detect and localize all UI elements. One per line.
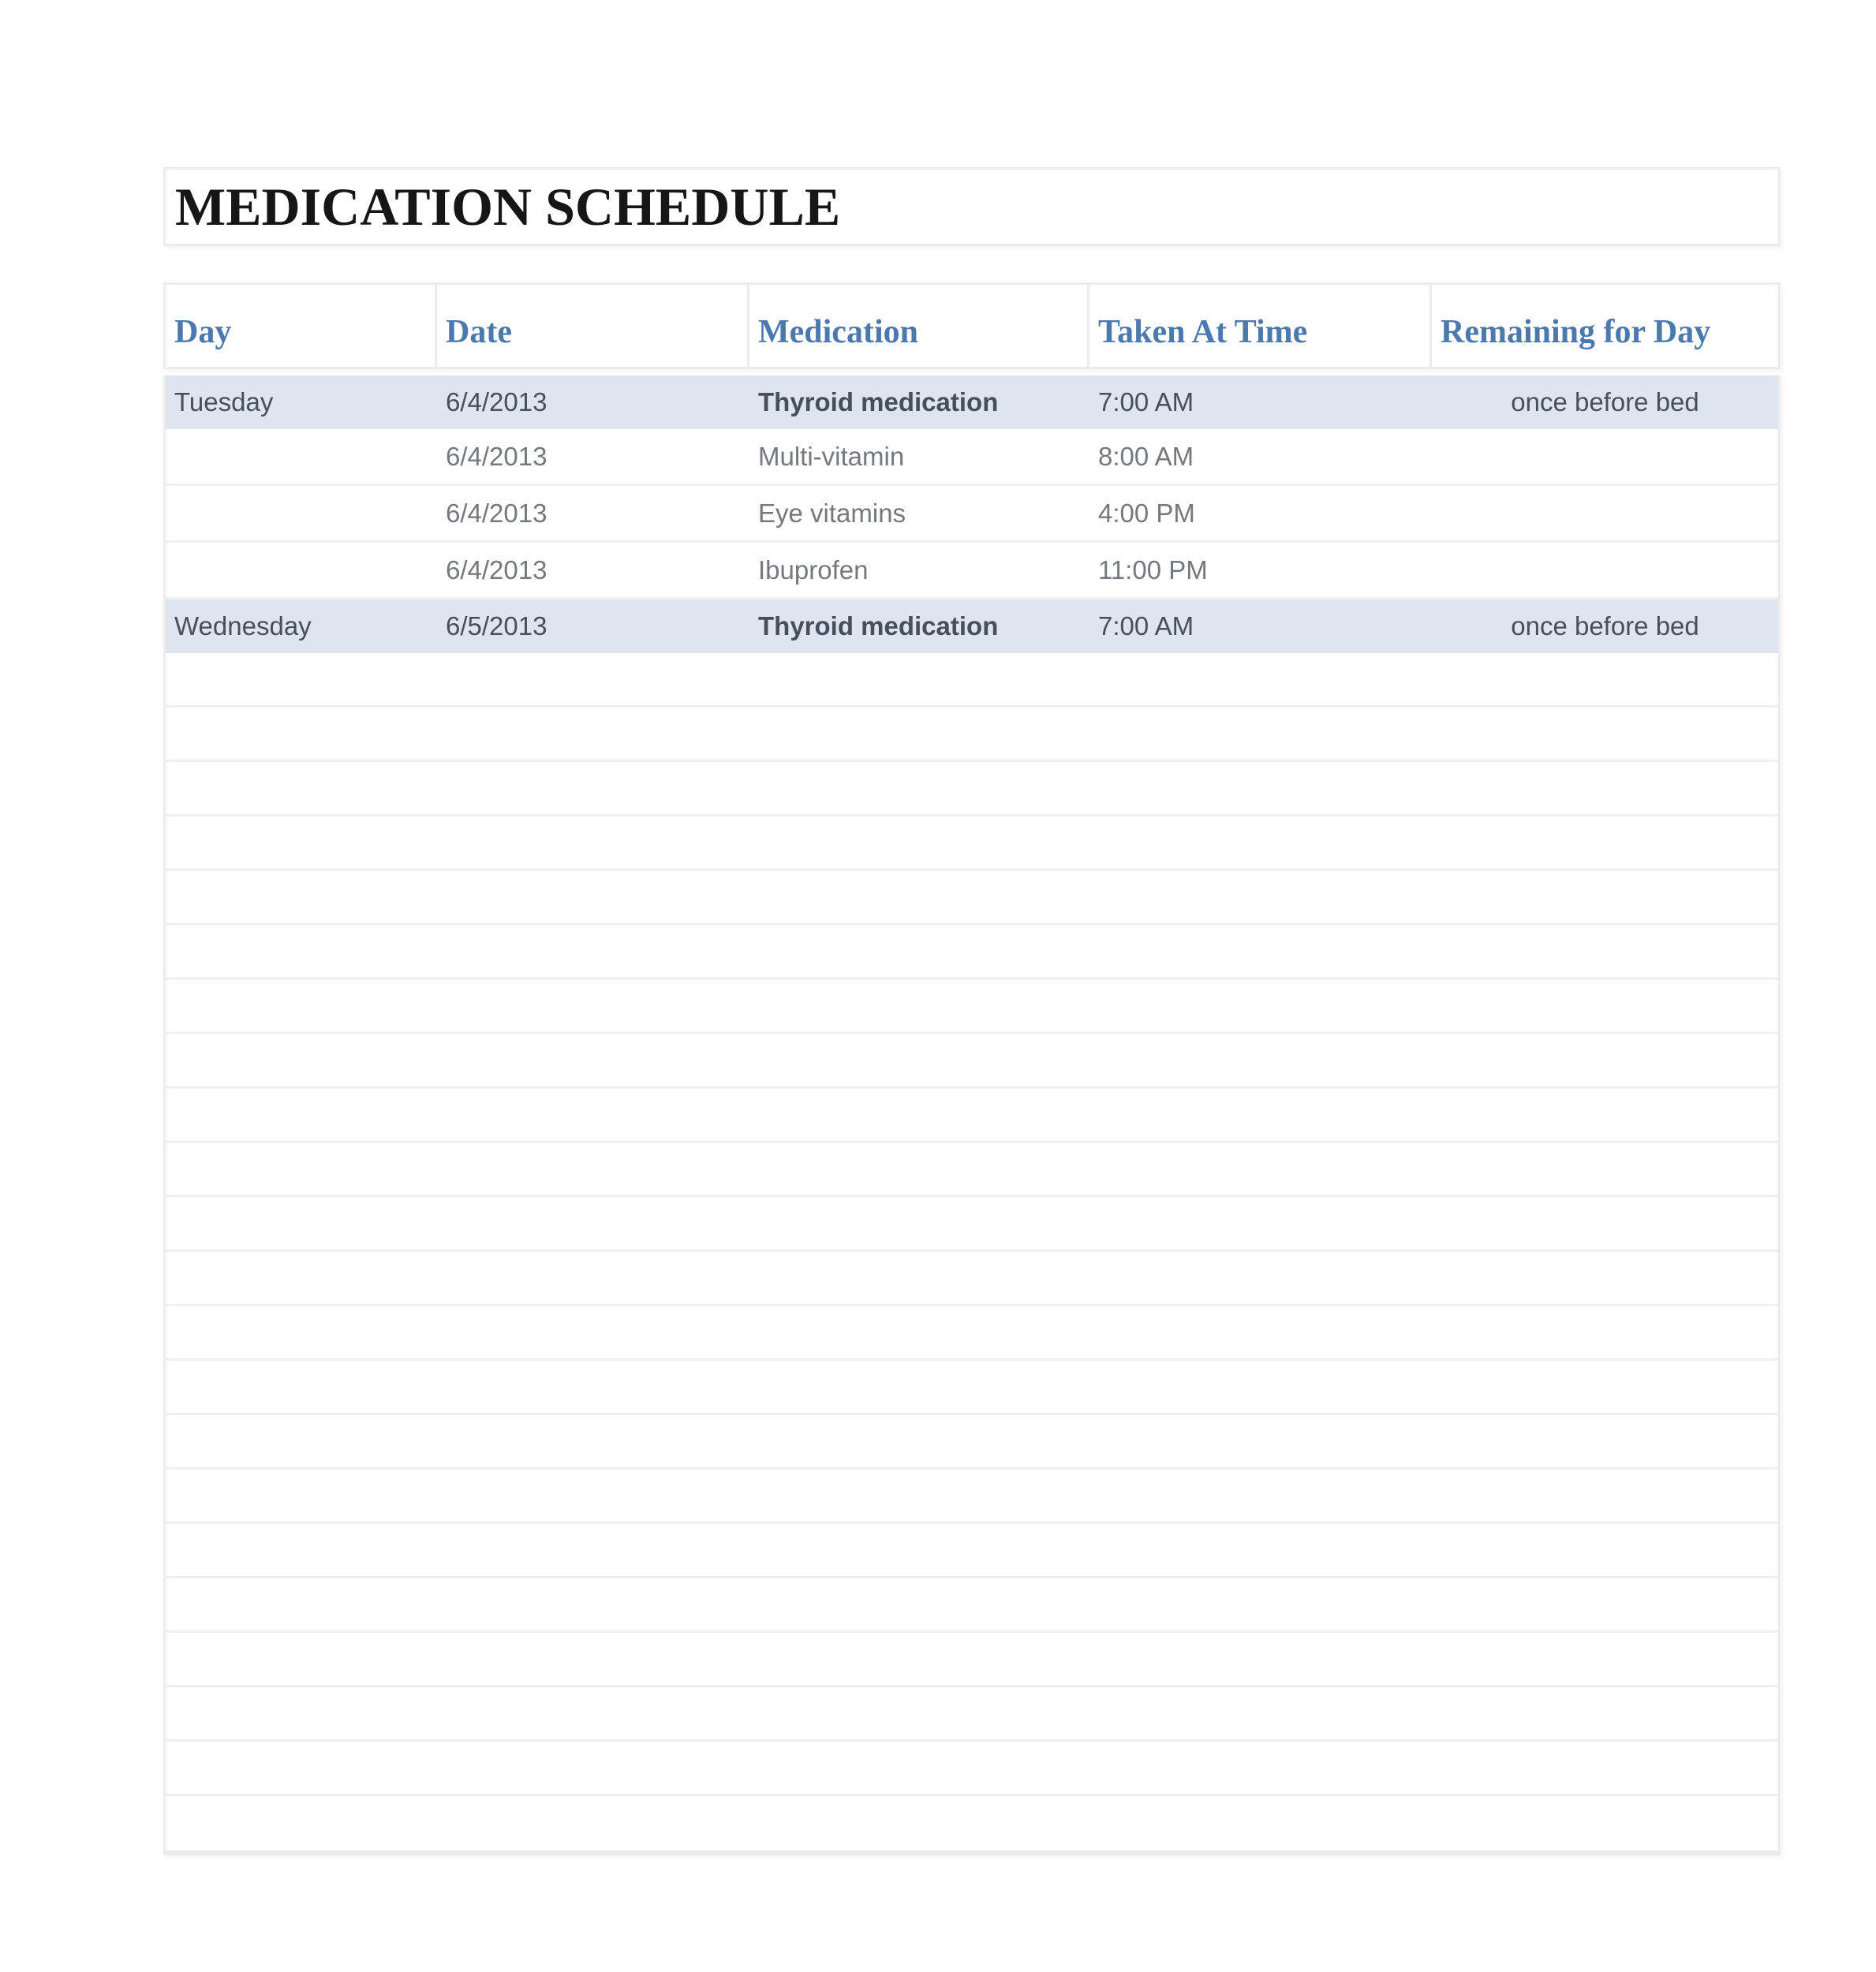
empty-row	[166, 1742, 1778, 1796]
empty-row	[166, 1089, 1778, 1143]
cell-taken: 7:00 AM	[1098, 387, 1194, 416]
cell-taken: 11:00 PM	[1098, 555, 1208, 585]
table-row: Wednesday 6/5/2013 Thyroid medication 7:00 …	[166, 599, 1778, 653]
table-body: Tuesday 6/4/2013 Thyroid medication 7:00 AM…	[163, 375, 1781, 1855]
empty-row	[166, 925, 1778, 980]
cell-date: 6/5/2013	[446, 611, 547, 641]
table-row: 6/4/2013 Multi-vitamin 8:00 AM	[166, 429, 1778, 486]
cell-remaining: once before bed	[1511, 611, 1699, 641]
empty-row	[166, 1796, 1778, 1851]
empty-row	[166, 1306, 1778, 1361]
column-header-day: Day	[166, 285, 437, 367]
empty-row	[166, 1252, 1778, 1306]
cell-date: 6/4/2013	[446, 498, 547, 528]
empty-row	[166, 1361, 1778, 1415]
empty-row	[166, 980, 1778, 1034]
empty-row	[166, 1687, 1778, 1742]
table-row: 6/4/2013 Ibuprofen 11:00 PM	[166, 543, 1778, 599]
empty-row	[166, 871, 1778, 925]
column-header-remaining: Remaining for Day	[1441, 314, 1711, 350]
cell-taken: 7:00 AM	[1098, 611, 1194, 641]
empty-row	[166, 653, 1778, 708]
cell-remaining: once before bed	[1511, 387, 1699, 416]
title-box: MEDICATION SCHEDULE	[163, 167, 1781, 246]
cell-medication: Ibuprofen	[758, 555, 869, 585]
empty-row	[166, 708, 1778, 762]
cell-date: 6/4/2013	[446, 441, 547, 471]
empty-row	[166, 1470, 1778, 1524]
empty-row	[166, 1524, 1778, 1578]
cell-medication: Eye vitamins	[758, 498, 906, 528]
empty-row	[166, 1197, 1778, 1252]
empty-row	[166, 1034, 1778, 1089]
cell-date: 6/4/2013	[446, 387, 547, 416]
cell-taken: 4:00 PM	[1098, 498, 1195, 528]
empty-row	[166, 816, 1778, 871]
cell-medication: Multi-vitamin	[758, 441, 905, 471]
cell-taken: 8:00 AM	[1098, 441, 1194, 471]
empty-row	[166, 762, 1778, 816]
column-header-medication: Medication	[749, 285, 1089, 367]
table-row: Tuesday 6/4/2013 Thyroid medication 7:00 AM…	[166, 375, 1778, 429]
empty-row	[166, 1415, 1778, 1470]
empty-row	[166, 1143, 1778, 1197]
cell-day: Tuesday	[174, 387, 274, 416]
cell-medication: Thyroid medication	[758, 387, 999, 416]
cell-medication: Thyroid medication	[758, 611, 999, 641]
column-header-date: Date	[437, 285, 749, 367]
table-row: 6/4/2013 Eye vitamins 4:00 PM	[166, 486, 1778, 543]
page-title: MEDICATION SCHEDULE	[175, 176, 841, 237]
cell-day: Wednesday	[174, 611, 312, 641]
header-gap	[163, 369, 1781, 375]
empty-row	[166, 1633, 1778, 1687]
column-header-taken: Taken At Time	[1089, 285, 1432, 367]
cell-date: 6/4/2013	[446, 555, 547, 585]
empty-row	[166, 1578, 1778, 1633]
table-header-row: Day Date Medication Taken At Time Remaining …	[163, 282, 1781, 369]
medication-table: Day Date Medication Taken At Time Remaining …	[163, 282, 1781, 1855]
